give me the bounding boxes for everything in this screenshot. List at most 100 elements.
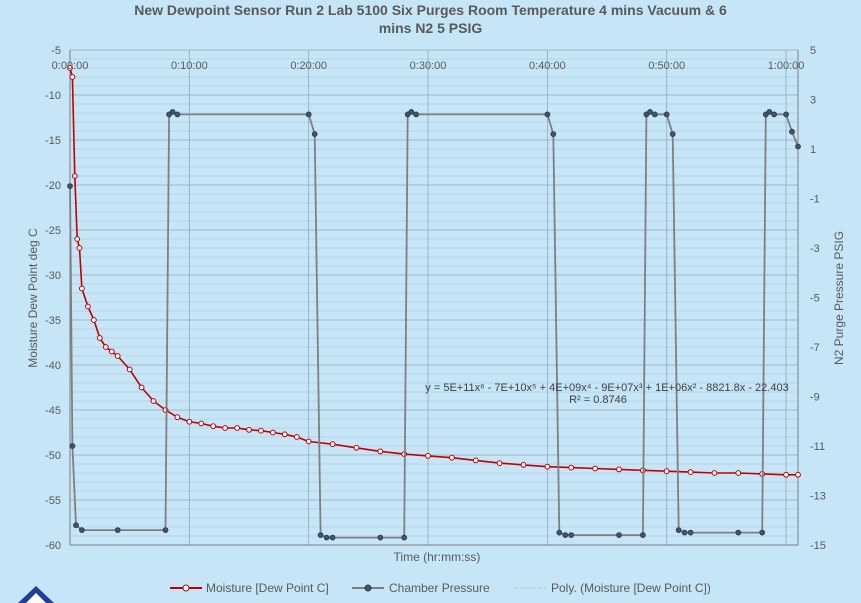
y-tick-label: -25 bbox=[45, 225, 61, 237]
moisture-point bbox=[795, 471, 801, 478]
y2-axis-title: N2 Purge Pressure PSIG bbox=[832, 231, 846, 365]
moisture-point bbox=[270, 429, 276, 436]
chart-title-line-1: New Dewpoint Sensor Run 2 Lab 5100 Six P… bbox=[134, 2, 727, 18]
moisture-point bbox=[67, 65, 73, 71]
pressure-point bbox=[413, 111, 420, 118]
moisture-point bbox=[69, 74, 76, 80]
pressure-point bbox=[766, 109, 773, 115]
y-tick-label: -45 bbox=[45, 405, 61, 417]
pressure-point bbox=[675, 527, 682, 533]
moisture-point bbox=[96, 335, 103, 341]
y2-tick-label: -5 bbox=[810, 293, 820, 305]
axes bbox=[69, 50, 799, 546]
moisture-point bbox=[150, 398, 157, 404]
moisture-point bbox=[687, 469, 694, 476]
pressure-point bbox=[79, 527, 85, 533]
pressure-point bbox=[69, 443, 76, 449]
moisture-point bbox=[108, 348, 115, 355]
moisture-point bbox=[472, 457, 479, 464]
legend-label-poly: Poly. (Moisture [Dew Point C]) bbox=[551, 581, 711, 595]
moisture-point bbox=[496, 460, 503, 467]
y2-tick-label: 3 bbox=[810, 95, 816, 107]
moisture-point bbox=[568, 464, 575, 471]
moisture-point bbox=[234, 425, 241, 431]
x-tick-label: 0:40:00 bbox=[529, 60, 566, 72]
y-tick-label: -10 bbox=[45, 90, 61, 102]
y2-tick-label: -15 bbox=[810, 540, 826, 552]
pressure-point bbox=[640, 532, 646, 538]
pressure-point bbox=[550, 131, 557, 138]
moisture-point bbox=[85, 303, 91, 310]
pressure-point bbox=[651, 111, 658, 118]
pressure-point bbox=[783, 111, 789, 118]
moisture-point bbox=[329, 441, 336, 448]
moisture-point bbox=[71, 173, 78, 179]
x-tick-label: 0:10:00 bbox=[171, 60, 208, 72]
pressure-point bbox=[681, 529, 688, 536]
pressure-point bbox=[408, 109, 415, 115]
y-axis-title: Moisture Dew Point deg C bbox=[26, 228, 40, 368]
pressure-point bbox=[174, 111, 181, 118]
moisture-point bbox=[293, 434, 300, 440]
moisture-point bbox=[353, 444, 360, 451]
chart-title: New Dewpoint Sensor Run 2 Lab 5100 Six P… bbox=[0, 1, 861, 37]
pressure-point bbox=[562, 532, 569, 538]
grid bbox=[69, 49, 798, 546]
moisture-point bbox=[102, 344, 109, 350]
pressure-point bbox=[67, 183, 73, 190]
moisture-point bbox=[711, 470, 718, 476]
pressure-point bbox=[556, 529, 563, 536]
moisture-point bbox=[74, 236, 81, 242]
moisture-point bbox=[520, 462, 527, 468]
moisture-point bbox=[186, 418, 193, 425]
moisture-point bbox=[91, 317, 97, 323]
y2-tick-label: -3 bbox=[810, 243, 820, 255]
y-tick-label: -40 bbox=[45, 360, 61, 372]
moisture-point bbox=[544, 463, 551, 470]
y-tick-label: -60 bbox=[45, 540, 61, 552]
series-pressure bbox=[67, 109, 801, 541]
pressure-point bbox=[377, 534, 384, 541]
pressure-point bbox=[663, 111, 670, 118]
pressure-point bbox=[311, 131, 318, 138]
y-tick-label: -15 bbox=[45, 135, 61, 147]
y-tick-label: -5 bbox=[51, 45, 61, 57]
moisture-point bbox=[76, 245, 83, 251]
trendline-equation: y = 5E+11x⁶ - 7E+10x⁵ + 4E+09x⁴ - 9E+07x… bbox=[425, 382, 788, 394]
moisture-point bbox=[222, 425, 229, 431]
moisture-point bbox=[79, 285, 85, 292]
y2-tick-label: -13 bbox=[810, 491, 826, 503]
x-tick-label: 0:20:00 bbox=[290, 60, 327, 72]
chart-title-line-2: mins N2 5 PSIG bbox=[378, 20, 483, 36]
moisture-point bbox=[174, 414, 181, 421]
pressure-point bbox=[73, 522, 79, 529]
pressure-point bbox=[568, 532, 575, 538]
moisture-point bbox=[592, 465, 598, 472]
pressure-point bbox=[169, 109, 176, 115]
moisture-point bbox=[425, 453, 431, 459]
legend-label-moisture: Moisture [Dew Point C] bbox=[206, 581, 329, 595]
moisture-point bbox=[246, 426, 252, 433]
y-tick-label: -50 bbox=[45, 450, 61, 462]
moisture-point bbox=[616, 466, 622, 473]
y-tick-label: -20 bbox=[45, 180, 61, 192]
x-tick-label: 0:50:00 bbox=[648, 60, 685, 72]
y2-tick-label: -1 bbox=[810, 194, 820, 206]
x-tick-label: 0:00:00 bbox=[52, 60, 89, 72]
y2-tick-label: 5 bbox=[810, 45, 816, 57]
moisture-point bbox=[377, 448, 384, 455]
trendline-r-squared: R² = 0.8746 bbox=[569, 394, 627, 406]
moisture-point bbox=[210, 423, 217, 430]
pressure-point bbox=[771, 111, 777, 118]
tick-labels: -5 -10 -15 -20 -25 -30 -35 -40 -45 -50 -55 -60 5 3 1 -1… bbox=[45, 45, 826, 552]
moisture-point bbox=[783, 471, 789, 478]
pressure-point bbox=[114, 527, 121, 533]
y2-tick-label: 1 bbox=[810, 144, 816, 156]
y2-tick-label: -7 bbox=[810, 342, 820, 354]
plot-area bbox=[70, 50, 798, 545]
moisture-point bbox=[114, 353, 121, 359]
pressure-point bbox=[647, 109, 653, 115]
pressure-point bbox=[789, 128, 795, 135]
x-tick-label: 0:30:00 bbox=[410, 60, 447, 72]
pressure-point bbox=[735, 529, 742, 536]
